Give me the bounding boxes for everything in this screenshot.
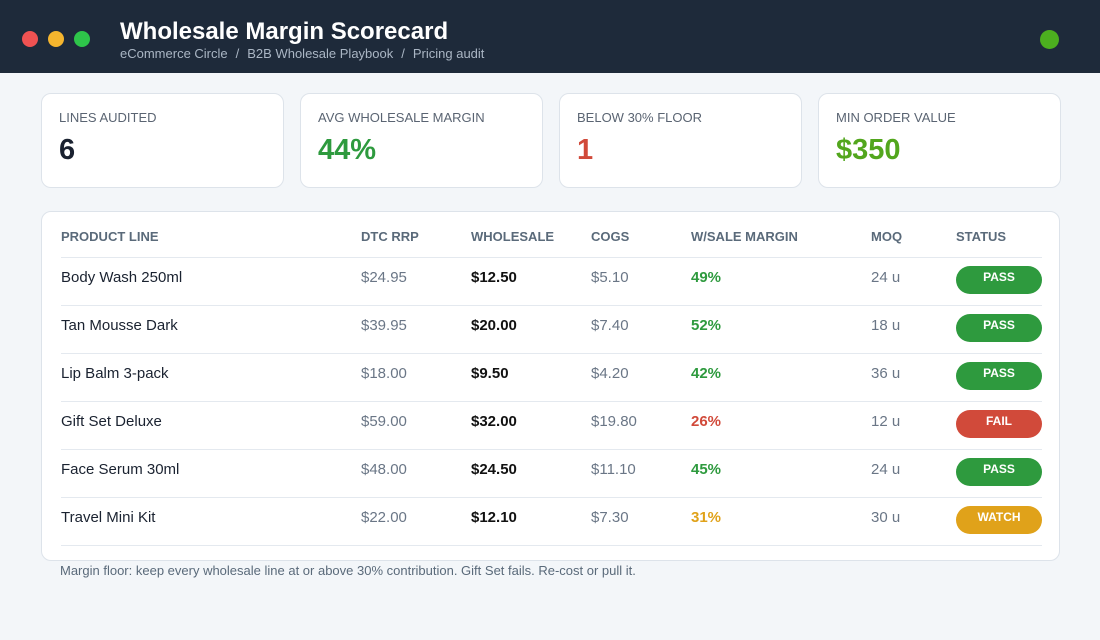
page-title: Wholesale Margin Scorecard bbox=[120, 18, 449, 45]
header-row: PRODUCT LINE DTC RRP WHOLESALE COGS W/SALE M… bbox=[61, 224, 1042, 257]
table-row: Face Serum 30ml $48.00 $24.50 $11.10 45% 24 u… bbox=[61, 448, 1042, 497]
cell-moq: 18 u bbox=[871, 304, 956, 353]
status-badge: FAIL bbox=[956, 410, 1042, 438]
stat-card: AVG WHOLESALE MARGIN 44% bbox=[300, 93, 543, 188]
cell-status: FAIL bbox=[956, 400, 1042, 449]
footnote: Margin floor: keep every wholesale line … bbox=[60, 563, 636, 578]
status-badge: PASS bbox=[956, 362, 1042, 390]
status-badge: PASS bbox=[956, 266, 1042, 294]
cell-moq: 24 u bbox=[871, 256, 956, 305]
cell-wholesale: $24.50 bbox=[471, 448, 591, 497]
breadcrumb-separator: / bbox=[401, 46, 405, 61]
stat-card: BELOW 30% FLOOR 1 bbox=[559, 93, 802, 188]
cell-cogs: $4.20 bbox=[591, 352, 691, 401]
cell-margin: 45% bbox=[691, 448, 871, 497]
column-header: MOQ bbox=[871, 229, 903, 244]
cell-margin: 31% bbox=[691, 496, 871, 546]
stat-label: BELOW 30% FLOOR bbox=[577, 110, 702, 125]
breadcrumb-item[interactable]: Pricing audit bbox=[412, 46, 485, 61]
cell-product: Travel Mini Kit bbox=[61, 496, 361, 546]
cell-wholesale: $12.50 bbox=[471, 256, 591, 305]
cell-product: Gift Set Deluxe bbox=[61, 400, 361, 449]
cell-wholesale: $32.00 bbox=[471, 400, 591, 449]
cell-cogs: $19.80 bbox=[591, 400, 691, 449]
cell-status: PASS bbox=[956, 448, 1042, 497]
title-bar: Wholesale Margin Scorecard eCommerce Cir… bbox=[0, 0, 1100, 73]
cell-wholesale: $20.00 bbox=[471, 304, 591, 353]
column-header: COGS bbox=[591, 229, 630, 244]
stat-card: MIN ORDER VALUE $350 bbox=[818, 93, 1061, 188]
table-row: Gift Set Deluxe $59.00 $32.00 $19.80 26% 12 u… bbox=[61, 400, 1042, 449]
column-header: PRODUCT LINE bbox=[61, 229, 159, 244]
stat-value: 44% bbox=[318, 134, 377, 166]
cell-status: PASS bbox=[956, 352, 1042, 401]
scorecard-table: PRODUCT LINE DTC RRP WHOLESALE COGS W/SALE M… bbox=[61, 224, 1042, 546]
cell-cogs: $7.30 bbox=[591, 496, 691, 546]
breadcrumb-separator: / bbox=[235, 46, 240, 61]
cell-product: Lip Balm 3-pack bbox=[61, 352, 361, 401]
cell-wholesale: $9.50 bbox=[471, 352, 591, 401]
cell-rrp: $39.95 bbox=[361, 304, 471, 353]
cell-moq: 36 u bbox=[871, 352, 956, 401]
minimize-button[interactable] bbox=[48, 31, 64, 47]
status-badge: PASS bbox=[956, 458, 1042, 486]
breadcrumb-item[interactable]: B2B Wholesale Playbook bbox=[247, 46, 394, 61]
cell-product: Tan Mousse Dark bbox=[61, 304, 361, 353]
cell-status: PASS bbox=[956, 304, 1042, 353]
cell-moq: 30 u bbox=[871, 496, 956, 546]
cell-product: Face Serum 30ml bbox=[61, 448, 361, 497]
close-button[interactable] bbox=[22, 31, 38, 47]
cell-rrp: $48.00 bbox=[361, 448, 471, 497]
table-row: Lip Balm 3-pack $18.00 $9.50 $4.20 42% 36 u PA… bbox=[61, 352, 1042, 401]
column-header: DTC RRP bbox=[361, 229, 419, 244]
cell-moq: 12 u bbox=[871, 400, 956, 449]
column-header: STATUS bbox=[956, 229, 1007, 244]
cell-moq: 24 u bbox=[871, 448, 956, 497]
maximize-button[interactable] bbox=[74, 31, 90, 47]
cell-rrp: $24.95 bbox=[361, 256, 471, 305]
cell-rrp: $18.00 bbox=[361, 352, 471, 401]
status-badge: WATCH bbox=[956, 506, 1042, 534]
stat-label: LINES AUDITED bbox=[59, 110, 157, 125]
breadcrumb-item[interactable]: eCommerce Circle bbox=[120, 46, 228, 61]
cell-margin: 42% bbox=[691, 352, 871, 401]
status-badge: PASS bbox=[956, 314, 1042, 342]
column-header: WHOLESALE bbox=[471, 229, 555, 244]
cell-status: WATCH bbox=[956, 496, 1042, 546]
stat-value: 1 bbox=[577, 134, 594, 166]
stat-value: 6 bbox=[59, 134, 76, 166]
cell-margin: 52% bbox=[691, 304, 871, 353]
cell-status: PASS bbox=[956, 256, 1042, 305]
stat-card: LINES AUDITED 6 bbox=[41, 93, 284, 188]
status-indicator bbox=[1040, 30, 1059, 49]
breadcrumb: eCommerce Circle / B2B Wholesale Playbook /… bbox=[120, 46, 484, 61]
stat-value: $350 bbox=[836, 134, 901, 166]
stat-label: AVG WHOLESALE MARGIN bbox=[318, 110, 485, 125]
cell-cogs: $7.40 bbox=[591, 304, 691, 353]
cell-wholesale: $12.10 bbox=[471, 496, 591, 546]
cell-rrp: $22.00 bbox=[361, 496, 471, 546]
stat-label: MIN ORDER VALUE bbox=[836, 110, 956, 125]
cell-rrp: $59.00 bbox=[361, 400, 471, 449]
table-card: PRODUCT LINE DTC RRP WHOLESALE COGS W/SALE M… bbox=[41, 211, 1060, 561]
cell-cogs: $5.10 bbox=[591, 256, 691, 305]
cell-cogs: $11.10 bbox=[591, 448, 691, 497]
cell-product: Body Wash 250ml bbox=[61, 256, 361, 305]
column-header: W/SALE MARGIN bbox=[691, 229, 798, 244]
cell-margin: 49% bbox=[691, 256, 871, 305]
cell-margin: 26% bbox=[691, 400, 871, 449]
